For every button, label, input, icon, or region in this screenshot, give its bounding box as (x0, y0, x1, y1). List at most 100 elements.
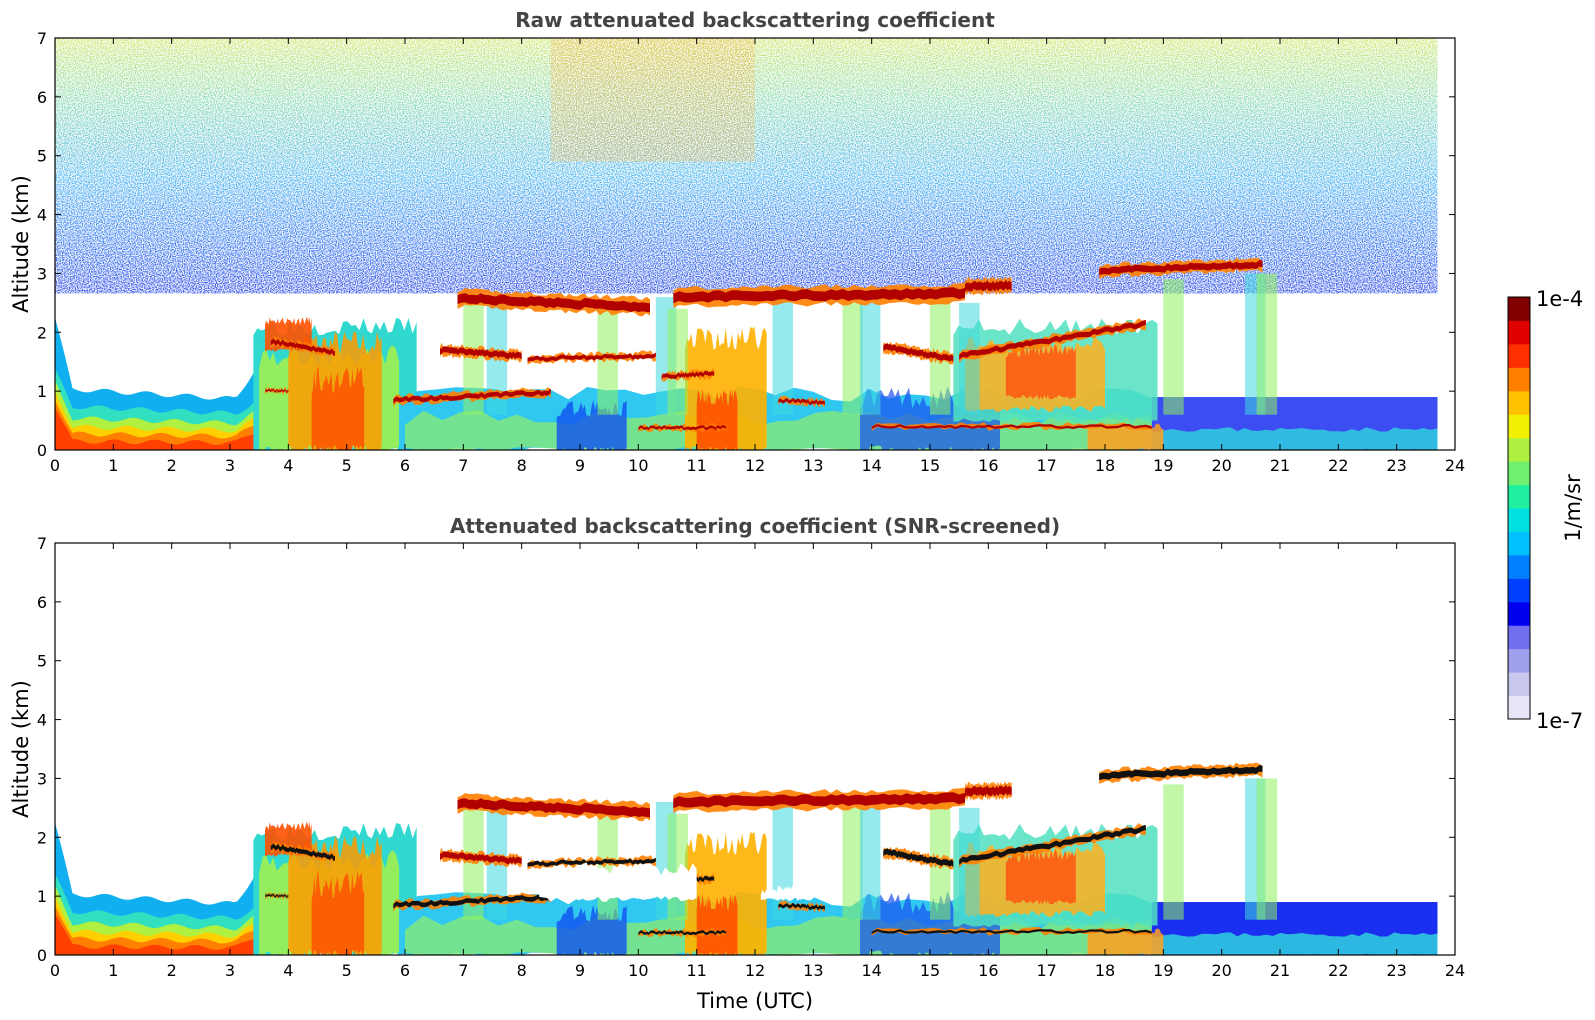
backscatter-region (1087, 423, 1164, 450)
colorbar-step (1508, 390, 1530, 415)
x-tick-label: 23 (1386, 961, 1406, 980)
x-tick-label: 22 (1328, 456, 1348, 475)
fall-streak (842, 807, 863, 920)
y-tick-label: 4 (37, 206, 47, 225)
fall-streak (1256, 778, 1278, 920)
x-tick-label: 11 (686, 456, 706, 475)
y-tick-label: 7 (37, 534, 47, 553)
fall-streak (1163, 279, 1184, 415)
x-tick-label: 2 (167, 456, 177, 475)
x-tick-label: 3 (225, 961, 235, 980)
y-tick-label: 4 (37, 711, 47, 730)
cloud-core (1099, 765, 1263, 781)
x-tick-label: 18 (1095, 961, 1115, 980)
backscatter-region (760, 885, 831, 901)
x-tick-label: 16 (978, 456, 998, 475)
snr-heatmap (55, 762, 1438, 955)
colorbar-step (1508, 648, 1530, 673)
x-tick-label: 8 (517, 961, 527, 980)
y-tick-label: 6 (37, 593, 47, 612)
cloud-core (673, 792, 965, 809)
colorbar-step (1508, 695, 1530, 720)
raw-noise-warm (550, 38, 755, 162)
cloud-core (265, 892, 289, 899)
x-tick-label: 15 (920, 961, 940, 980)
cloud-core (393, 893, 551, 909)
x-tick-label: 19 (1153, 961, 1173, 980)
fall-streak (772, 296, 793, 415)
x-tick-label: 23 (1386, 456, 1406, 475)
x-tick-label: 7 (458, 961, 468, 980)
x-tick-label: 8 (517, 456, 527, 475)
x-tick-label: 9 (575, 961, 585, 980)
x-tick-label: 13 (803, 456, 823, 475)
colorbar-step (1508, 672, 1530, 697)
colorbar-step (1508, 531, 1530, 556)
backscatter-region (1151, 932, 1438, 955)
raw-y-axis-label: Altitude (km) (9, 175, 33, 313)
colorbar-step (1508, 554, 1530, 579)
x-tick-label: 0 (50, 961, 60, 980)
fall-streak (1256, 273, 1278, 415)
snr-screened-panel: Attenuated backscattering coefficient (S… (9, 514, 1465, 1013)
cloud-core (638, 929, 726, 936)
cloud-core (393, 388, 551, 404)
y-tick-label: 5 (37, 652, 47, 671)
cloud-halo (265, 891, 289, 901)
colorbar-max-label: 1e-4 (1536, 287, 1583, 311)
colorbar-step (1508, 367, 1530, 392)
raw-backscatter-panel: Raw attenuated backscattering coefficien… (9, 8, 1465, 475)
x-tick-label: 22 (1328, 961, 1348, 980)
cloud-core (440, 851, 522, 865)
cloud-core (661, 370, 715, 380)
colorbar-step (1508, 437, 1530, 462)
colorbar-step (1508, 320, 1530, 345)
y-tick-label: 7 (37, 29, 47, 48)
x-tick-label: 21 (1270, 961, 1290, 980)
y-tick-label: 0 (37, 441, 47, 460)
y-tick-label: 1 (37, 887, 47, 906)
x-tick-label: 24 (1445, 456, 1465, 475)
y-tick-label: 6 (37, 88, 47, 107)
cloud-core (778, 397, 825, 406)
x-tick-label: 19 (1153, 456, 1173, 475)
x-tick-label: 6 (400, 961, 410, 980)
boundary-layer-band (55, 895, 265, 955)
raw-heatmap (55, 38, 1438, 450)
cloud-core (871, 928, 1152, 935)
x-tick-label: 20 (1211, 961, 1231, 980)
y-tick-label: 0 (37, 946, 47, 965)
y-tick-label: 5 (37, 147, 47, 166)
y-tick-label: 2 (37, 828, 47, 847)
x-tick-label: 6 (400, 456, 410, 475)
x-tick-label: 20 (1211, 456, 1231, 475)
x-tick-label: 17 (1036, 961, 1056, 980)
fall-streak (597, 308, 618, 415)
cloud-core (440, 346, 522, 360)
backscatter-region (1087, 928, 1164, 955)
backscatter-region (311, 870, 365, 955)
x-tick-label: 11 (686, 961, 706, 980)
colorbar-step (1508, 601, 1530, 626)
y-tick-label: 1 (37, 382, 47, 401)
x-tick-label: 4 (283, 456, 293, 475)
backscatter-region (1005, 847, 1076, 905)
snr-y-axis-label: Altitude (km) (9, 680, 33, 818)
fall-streak (860, 302, 881, 415)
x-tick-label: 14 (861, 961, 881, 980)
cloud-core (965, 279, 1012, 292)
backscatter-region (539, 862, 697, 902)
fall-streak (667, 308, 688, 415)
boundary-layer-band (55, 408, 265, 450)
boundary-layer-band (55, 913, 265, 955)
x-tick-label: 5 (342, 456, 352, 475)
fall-streak (860, 807, 881, 920)
colorbar-step (1508, 625, 1530, 650)
cloud-core (527, 857, 656, 868)
x-tick-label: 17 (1036, 456, 1056, 475)
x-tick-label: 24 (1445, 961, 1465, 980)
cloud-core (883, 848, 954, 868)
raw-panel-title: Raw attenuated backscattering coefficien… (515, 8, 995, 32)
x-tick-label: 0 (50, 456, 60, 475)
